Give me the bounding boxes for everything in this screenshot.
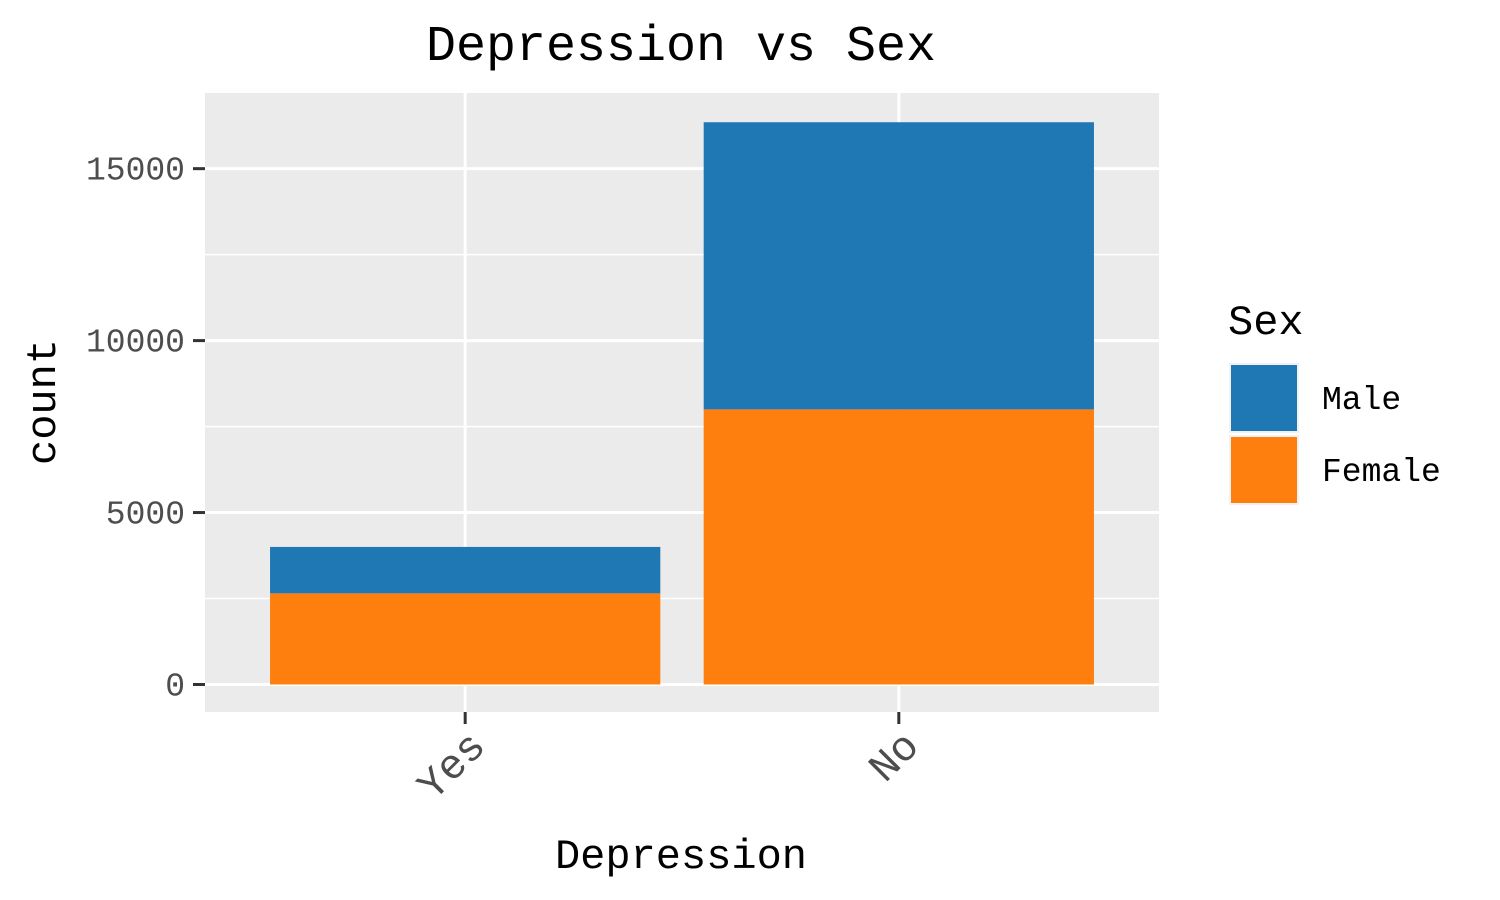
bar-female-yes (270, 593, 661, 685)
x-tick-label: No (860, 723, 930, 793)
legend: Sex Male Female (1228, 299, 1441, 505)
bars (270, 122, 1094, 685)
y-axis-title: count (20, 339, 68, 465)
y-tick-label: 10000 (86, 325, 185, 362)
y-tick-label: 5000 (106, 497, 185, 534)
chart-title: Depression vs Sex (426, 19, 936, 76)
y-tick-label: 15000 (86, 153, 185, 190)
x-axis-title: Depression (555, 833, 807, 881)
legend-label-male: Male (1322, 382, 1401, 419)
bar-male-no (703, 122, 1094, 410)
y-tick-label: 0 (165, 668, 185, 705)
legend-title: Sex (1228, 299, 1304, 347)
x-axis: Yes No (409, 712, 930, 811)
legend-label-female: Female (1322, 454, 1441, 491)
legend-key-male (1231, 365, 1297, 431)
x-tick-label: Yes (409, 723, 496, 810)
legend-key-female (1231, 437, 1297, 503)
bar-male-yes (270, 546, 661, 594)
y-axis: 0 5000 10000 15000 (86, 153, 205, 705)
bar-female-no (703, 409, 1094, 685)
